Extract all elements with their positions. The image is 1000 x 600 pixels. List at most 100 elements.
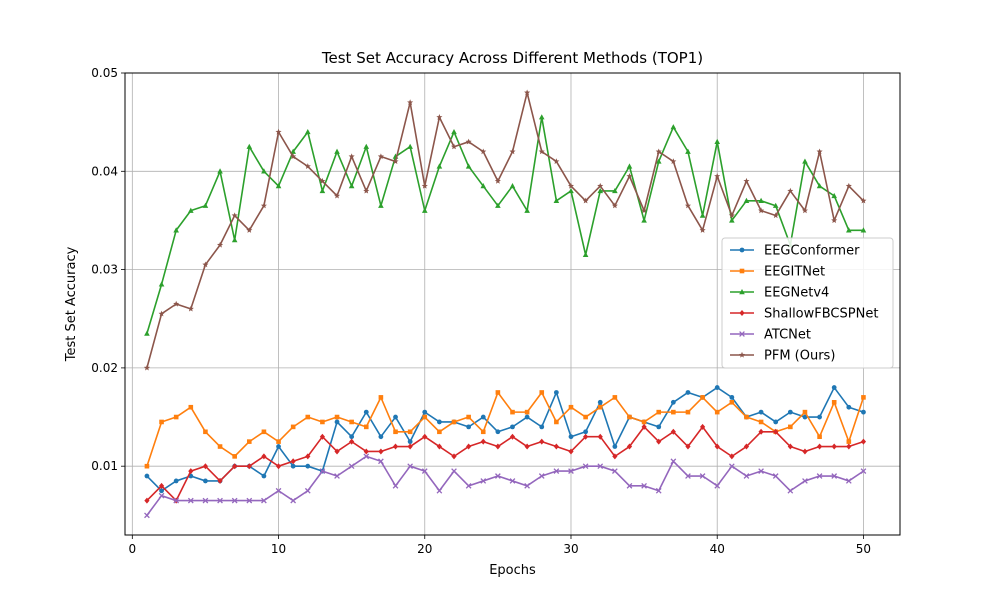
data-point xyxy=(290,153,297,160)
data-point xyxy=(203,429,208,435)
data-point xyxy=(466,414,471,420)
data-point xyxy=(261,473,267,479)
data-point xyxy=(831,443,837,450)
series-eegnetv4 xyxy=(144,114,867,336)
data-point xyxy=(451,128,457,135)
legend-label: EEGITNet xyxy=(764,265,825,280)
data-point xyxy=(159,488,164,494)
data-point xyxy=(421,468,428,474)
data-point xyxy=(597,433,603,440)
data-point xyxy=(451,468,457,474)
data-point xyxy=(188,404,194,410)
data-point xyxy=(845,182,852,189)
data-point xyxy=(143,364,150,371)
data-point xyxy=(656,424,662,430)
data-point xyxy=(802,478,808,484)
data-point xyxy=(773,419,779,425)
data-point xyxy=(173,478,179,484)
series-shallowfbcspnet xyxy=(144,423,867,504)
data-point xyxy=(538,148,545,155)
data-point xyxy=(758,409,764,415)
data-point xyxy=(348,183,355,189)
data-point xyxy=(626,443,633,450)
data-point xyxy=(714,173,721,179)
data-point xyxy=(641,423,647,430)
data-point xyxy=(524,89,531,96)
data-point xyxy=(173,414,179,420)
legend-item: EEGConformer xyxy=(730,244,860,259)
data-point xyxy=(334,148,340,154)
data-point xyxy=(451,453,457,460)
data-point xyxy=(466,443,472,450)
data-point xyxy=(612,453,618,460)
data-point xyxy=(801,207,808,214)
data-point xyxy=(275,487,282,494)
data-point xyxy=(538,114,545,120)
data-point xyxy=(173,227,179,233)
data-point xyxy=(466,424,472,430)
y-axis-label: Test Set Accuracy xyxy=(64,246,79,362)
data-point xyxy=(641,217,647,223)
data-point xyxy=(407,429,413,435)
data-point xyxy=(495,473,501,479)
data-point xyxy=(304,163,311,169)
data-point xyxy=(159,419,164,425)
data-point xyxy=(261,453,267,460)
data-point xyxy=(714,385,720,390)
data-point xyxy=(509,478,516,484)
data-point xyxy=(217,168,223,174)
data-point xyxy=(861,409,866,415)
data-point xyxy=(817,434,822,440)
legend-marker xyxy=(739,268,745,274)
data-point xyxy=(655,487,662,494)
series-line xyxy=(146,91,865,369)
legend-item: EEGITNet xyxy=(730,265,825,280)
data-point xyxy=(568,434,574,440)
data-point xyxy=(495,202,501,208)
data-point xyxy=(729,394,735,400)
y-tick-label: 0.01 xyxy=(91,459,118,473)
data-point xyxy=(378,395,384,400)
data-point xyxy=(568,468,574,474)
legend-marker xyxy=(739,247,745,253)
data-point xyxy=(846,439,852,444)
data-point xyxy=(524,414,530,420)
data-point xyxy=(290,424,296,430)
data-point xyxy=(392,482,399,489)
data-point xyxy=(260,202,267,209)
x-tick-label: 10 xyxy=(271,542,286,556)
data-point xyxy=(685,148,691,154)
data-point xyxy=(290,458,296,465)
data-point xyxy=(333,192,341,199)
data-point xyxy=(378,448,384,455)
data-point xyxy=(290,497,297,504)
data-point xyxy=(845,478,852,484)
data-point xyxy=(728,212,735,219)
data-point xyxy=(363,453,370,460)
data-point xyxy=(436,487,443,494)
data-point xyxy=(261,168,267,174)
data-point xyxy=(349,438,355,445)
data-point xyxy=(538,473,545,479)
data-point xyxy=(568,448,574,455)
data-point xyxy=(202,463,209,470)
data-point xyxy=(772,202,779,208)
data-point xyxy=(743,177,750,184)
data-point xyxy=(188,207,194,213)
data-point xyxy=(158,281,165,287)
data-point xyxy=(524,482,530,489)
data-point xyxy=(816,443,823,450)
data-point xyxy=(480,148,487,155)
data-point xyxy=(276,439,281,444)
data-point xyxy=(187,305,194,312)
data-point xyxy=(568,187,574,194)
data-point xyxy=(290,148,296,154)
data-point xyxy=(334,448,340,455)
legend: EEGConformer EEGITNet EEGNetv4 ShallowFBCSP… xyxy=(721,237,894,369)
data-point xyxy=(612,395,618,400)
data-point xyxy=(261,429,267,435)
data-point xyxy=(714,409,720,415)
data-point xyxy=(231,237,238,243)
y-tick-label: 0.03 xyxy=(91,263,118,277)
data-point xyxy=(407,443,413,450)
